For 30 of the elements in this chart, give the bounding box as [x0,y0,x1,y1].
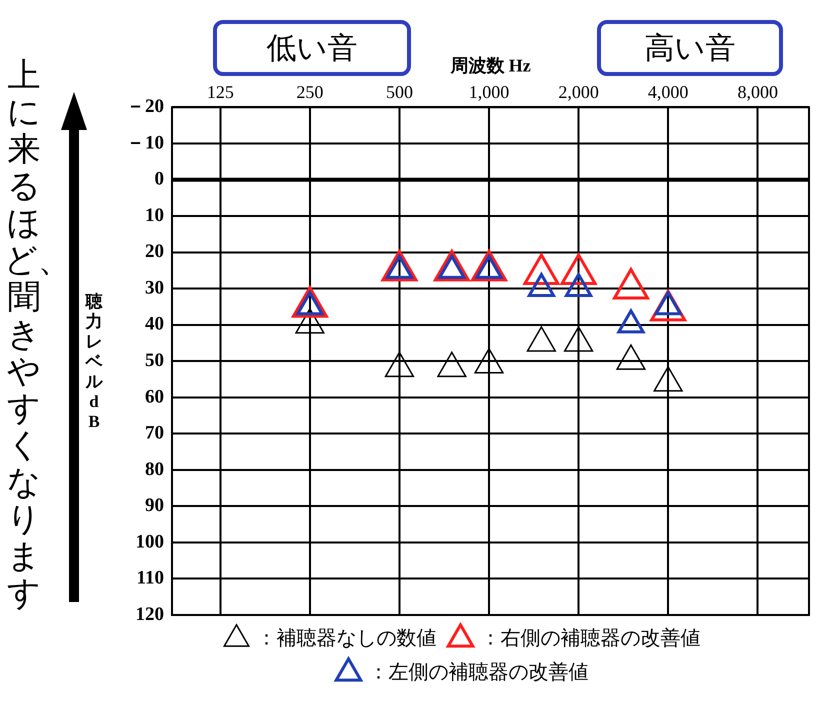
y-axis-title: 聴力レベル dB [84,292,104,432]
y-tick-label: 120 [136,604,164,625]
text: 高い音 [597,20,783,76]
y-tick-label: 10 [145,204,164,226]
y-tick-label: 110 [136,568,164,589]
x-tick-label: 2,000 [558,82,599,102]
y-tick-label: 20 [145,241,164,262]
x-tick-label: 250 [296,82,324,102]
y-tick-label: 100 [136,531,164,552]
x-tick-label: 8,000 [737,82,778,102]
x-tick-label: 1,000 [468,82,510,102]
y-tick-label: 50 [145,350,164,372]
text: 上に来るほど、聞きやすくなります [4,55,71,612]
y-tick-label: 90 [145,495,164,516]
x-tick-label: 125 [206,82,234,102]
legend-label: ：補聴器なしの数値 [256,628,436,650]
legend-label: ：左側の補聴器の改善値 [368,660,588,684]
y-tick-label: 30 [145,277,164,298]
y-tick-label: －10 [126,132,164,154]
legend-label: ：右側の補聴器の改善値 [480,626,700,650]
y-tick-label: 70 [145,422,164,444]
y-tick-label: 80 [145,458,164,480]
y-tick-label: 60 [145,386,164,408]
y-tick-label: 0 [154,168,164,190]
x-tick-label: 4,000 [648,82,688,102]
text: 低い音 [213,20,411,76]
y-tick-label: －20 [126,96,164,118]
x-tick-label: 500 [386,82,413,102]
x-axis-title: 周波数 Hz [449,55,531,76]
y-tick-label: 40 [145,314,164,335]
